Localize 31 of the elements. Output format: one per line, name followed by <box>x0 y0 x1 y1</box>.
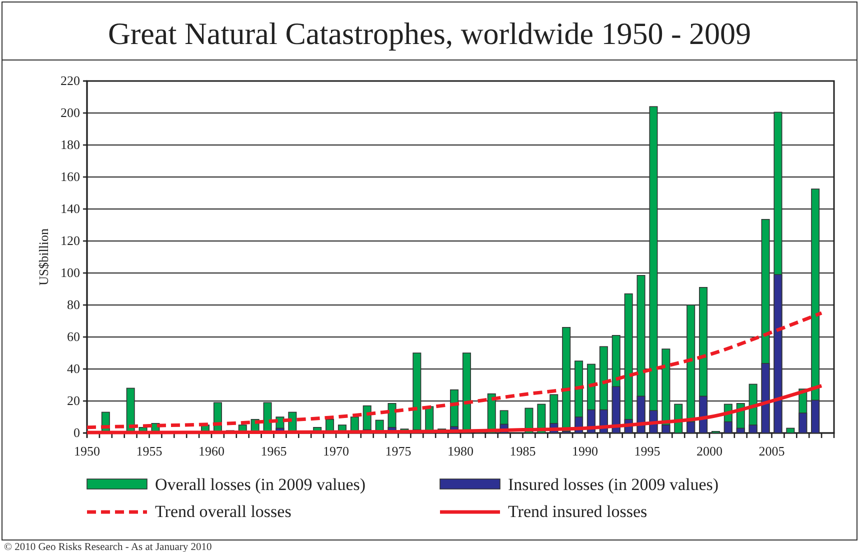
chart-title: Great Natural Catastrophes, worldwide 1950 - 2009 <box>108 16 752 51</box>
x-tick-label: 1975 <box>385 443 412 458</box>
y-tick-label: 140 <box>60 201 80 216</box>
y-tick-label: 200 <box>60 105 80 120</box>
y-tick-label: 180 <box>60 137 80 152</box>
y-tick-label: 20 <box>67 393 80 408</box>
y-tick-label: 160 <box>60 169 80 184</box>
y-tick-label: 80 <box>67 297 80 312</box>
x-tick-label: 1995 <box>634 443 660 458</box>
x-tick-label: 1970 <box>323 443 349 458</box>
y-tick-label: 0 <box>74 425 80 440</box>
x-tick-label: 1960 <box>198 443 224 458</box>
legend-label: Overall losses (in 2009 values) <box>155 475 366 494</box>
x-tick-label: 1985 <box>510 443 536 458</box>
y-tick-label: 220 <box>60 73 80 88</box>
x-tick-label: 1950 <box>74 443 100 458</box>
x-tick-label: 1990 <box>572 443 598 458</box>
y-tick-label: 120 <box>60 233 80 248</box>
x-tick-label: 2000 <box>696 443 722 458</box>
y-tick-label: 40 <box>67 361 80 376</box>
y-axis-title: US$billion <box>36 228 51 286</box>
text: © 2010 Geo Risks Research - As at January 2010 <box>4 542 212 552</box>
x-tick-label: 2005 <box>758 443 785 458</box>
y-tick-label: 60 <box>67 329 80 344</box>
legend-label: Trend insured losses <box>508 502 648 521</box>
y-tick-label: 100 <box>60 265 80 280</box>
legend-label: Trend overall losses <box>155 502 292 521</box>
x-tick-label: 1955 <box>136 443 162 458</box>
x-tick-label: 1965 <box>260 443 287 458</box>
x-tick-label: 1980 <box>448 443 474 458</box>
legend-label: Insured losses (in 2009 values) <box>508 475 719 494</box>
